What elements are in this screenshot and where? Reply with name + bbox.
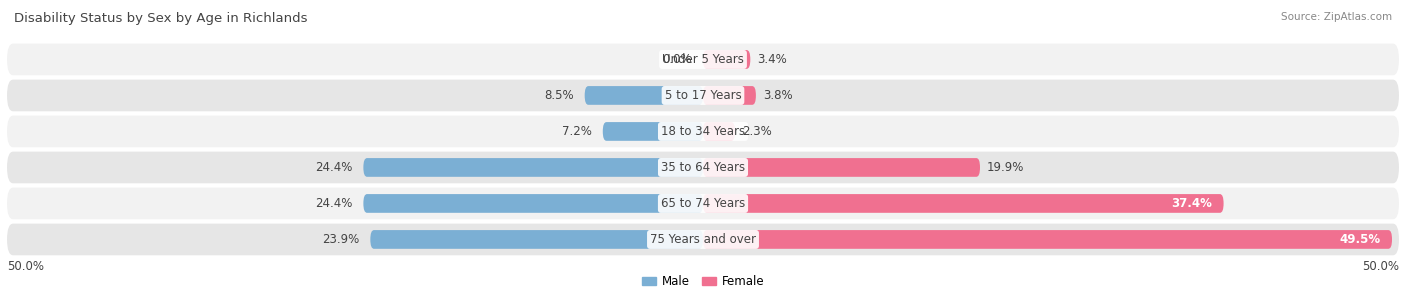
Text: 75 Years and over: 75 Years and over bbox=[650, 233, 756, 246]
FancyBboxPatch shape bbox=[7, 188, 1399, 219]
FancyBboxPatch shape bbox=[703, 194, 1223, 213]
Text: 24.4%: 24.4% bbox=[315, 161, 353, 174]
Text: Source: ZipAtlas.com: Source: ZipAtlas.com bbox=[1281, 12, 1392, 22]
FancyBboxPatch shape bbox=[7, 224, 1399, 255]
FancyBboxPatch shape bbox=[703, 50, 751, 69]
FancyBboxPatch shape bbox=[363, 194, 703, 213]
FancyBboxPatch shape bbox=[7, 116, 1399, 147]
Text: Disability Status by Sex by Age in Richlands: Disability Status by Sex by Age in Richl… bbox=[14, 12, 308, 25]
Legend: Male, Female: Male, Female bbox=[637, 271, 769, 293]
FancyBboxPatch shape bbox=[703, 122, 735, 141]
Text: 24.4%: 24.4% bbox=[315, 197, 353, 210]
Text: 35 to 64 Years: 35 to 64 Years bbox=[661, 161, 745, 174]
Text: 7.2%: 7.2% bbox=[562, 125, 592, 138]
Text: 49.5%: 49.5% bbox=[1340, 233, 1381, 246]
Text: 0.0%: 0.0% bbox=[662, 53, 692, 66]
FancyBboxPatch shape bbox=[363, 158, 703, 177]
Text: 8.5%: 8.5% bbox=[544, 89, 574, 102]
FancyBboxPatch shape bbox=[703, 230, 1392, 249]
FancyBboxPatch shape bbox=[585, 86, 703, 105]
Text: 37.4%: 37.4% bbox=[1171, 197, 1212, 210]
Text: 50.0%: 50.0% bbox=[1362, 260, 1399, 273]
Text: 18 to 34 Years: 18 to 34 Years bbox=[661, 125, 745, 138]
Text: 5 to 17 Years: 5 to 17 Years bbox=[665, 89, 741, 102]
Text: 50.0%: 50.0% bbox=[7, 260, 44, 273]
FancyBboxPatch shape bbox=[603, 122, 703, 141]
Text: Under 5 Years: Under 5 Years bbox=[662, 53, 744, 66]
FancyBboxPatch shape bbox=[7, 152, 1399, 183]
FancyBboxPatch shape bbox=[703, 86, 756, 105]
FancyBboxPatch shape bbox=[7, 80, 1399, 111]
Text: 2.3%: 2.3% bbox=[742, 125, 772, 138]
Text: 3.4%: 3.4% bbox=[758, 53, 787, 66]
Text: 23.9%: 23.9% bbox=[322, 233, 359, 246]
FancyBboxPatch shape bbox=[7, 44, 1399, 75]
Text: 19.9%: 19.9% bbox=[987, 161, 1025, 174]
FancyBboxPatch shape bbox=[370, 230, 703, 249]
Text: 65 to 74 Years: 65 to 74 Years bbox=[661, 197, 745, 210]
Text: 3.8%: 3.8% bbox=[763, 89, 793, 102]
FancyBboxPatch shape bbox=[703, 158, 980, 177]
